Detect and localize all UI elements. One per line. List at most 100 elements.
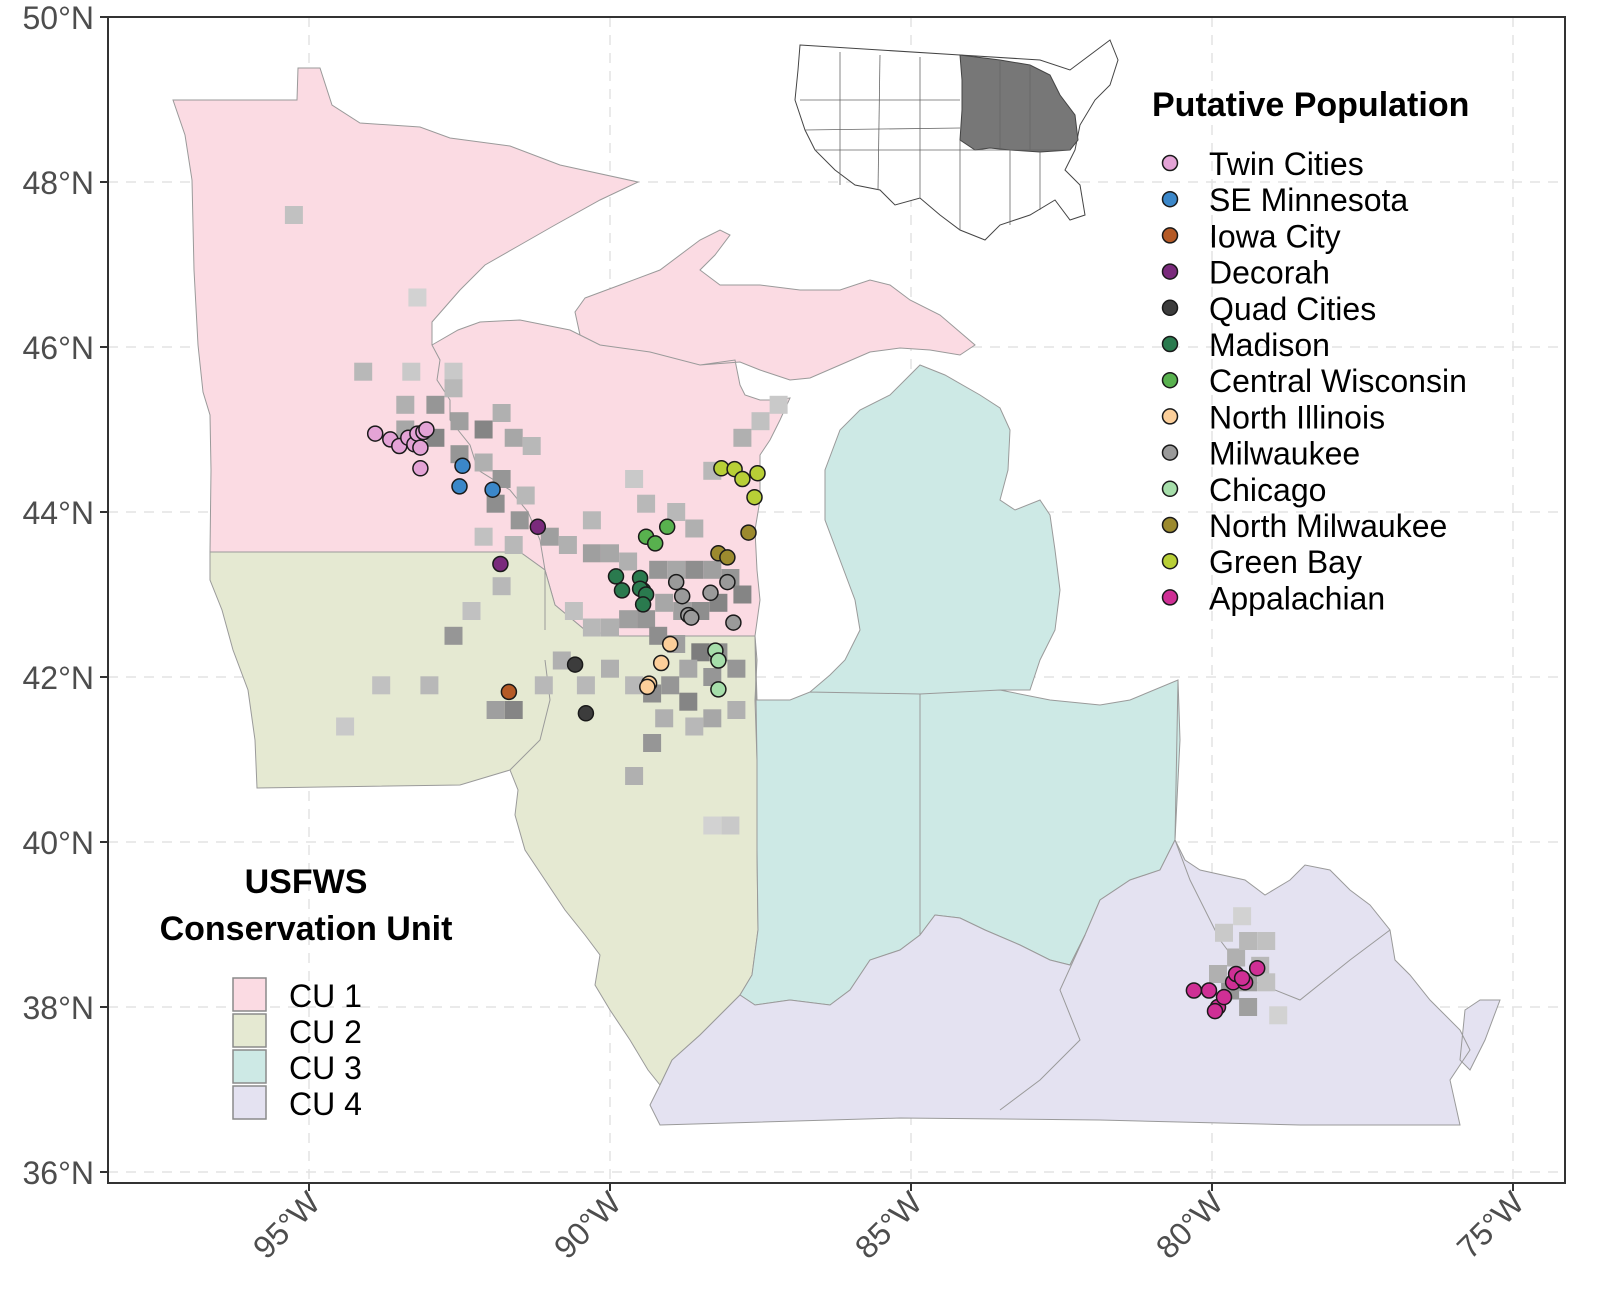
legend-label: SE Minnesota [1209,182,1408,218]
abundance-cell [649,560,668,579]
abundance-cell [733,428,752,447]
abundance-cell [601,544,619,563]
abundance-cell [582,511,601,530]
population-point [613,582,631,599]
population-point [454,457,471,475]
abundance-cell [1215,923,1233,942]
population-point [529,518,547,536]
abundance-cell [643,734,662,752]
abundance-cell [655,709,674,728]
legend-swatch [1161,190,1179,208]
abundance-cell [619,552,638,571]
abundance-cell [504,428,523,447]
abundance-cell [516,486,535,505]
y-tick-label: 42°N [23,660,95,696]
cu-swatch [232,1085,267,1120]
legend-swatch [1161,444,1179,461]
legend-swatch [1161,516,1179,534]
population-point [412,439,429,456]
abundance-cell [284,206,303,224]
population-point [652,654,670,672]
legend-label: Iowa City [1209,218,1341,254]
legend-swatch [1161,263,1179,280]
population-point [634,596,652,613]
abundance-cell [661,676,680,695]
abundance-cell [1209,965,1227,983]
abundance-cell [372,676,391,695]
cu-legend-title-line1: USFWS [245,863,368,901]
abundance-cell [576,676,595,695]
population-point [451,478,468,495]
population-point [418,421,435,438]
legend-label: Milwaukee [1209,436,1360,472]
population-point [710,652,727,669]
abundance-cell [582,544,601,563]
abundance-cell [625,676,644,695]
population-point [639,678,656,696]
population-point [661,635,679,653]
abundance-cell [426,395,445,414]
population-legend-item: Milwaukee [1161,436,1360,472]
abundance-cell [462,602,481,620]
abundance-cell [619,610,638,629]
abundance-cell [444,362,463,381]
cu-legend-title-line2: Conservation Unit [160,910,453,948]
population-point [719,573,736,591]
abundance-cell [396,395,415,414]
cu-legend-item: CU 2 [232,1013,362,1050]
cu-swatch [232,1013,267,1048]
abundance-cell [474,420,493,439]
cu-label: CU 2 [289,1014,362,1050]
population-legend-item: Iowa City [1161,218,1341,254]
y-tick-label: 40°N [23,825,95,861]
axis-tick-marks [100,16,1514,1191]
abundance-cell [655,593,674,612]
abundance-cell [474,527,493,546]
abundance-cell [703,816,722,835]
population-point [412,460,429,477]
abundance-cell [769,395,788,414]
plot-border [107,16,1566,1184]
abundance-cell [336,717,355,736]
cu-label: CU 3 [289,1050,362,1086]
population-point [673,587,691,605]
x-tick-label: 90°W [547,1184,629,1266]
population-legend-item: North Illinois [1161,399,1385,435]
population-legend-item: Chicago [1161,472,1326,508]
population-point [746,488,763,506]
x-tick-label: 75°W [1450,1184,1532,1266]
population-point [492,555,509,573]
legend-label: Quad Cities [1209,291,1376,327]
x-axis-labels: 95°W 90°W 85°W 80°W 75°W [246,1184,1532,1266]
population-point [683,609,700,626]
abundance-cell [540,527,559,546]
population-point [500,683,518,701]
abundance-cell [354,362,373,381]
population-points [366,421,1266,1020]
legend-label: Decorah [1209,255,1330,291]
abundance-cell [1233,907,1252,926]
abundance-cell [601,618,619,637]
population-point [577,705,595,722]
abundance-cell [444,626,463,645]
legend-label: Green Bay [1209,544,1362,580]
population-point [607,568,625,585]
abundance-cell [1269,1006,1288,1025]
population-legend-item: Green Bay [1161,544,1362,580]
population-point [1233,969,1251,987]
abundance-cell [727,659,746,678]
abundance-cell [504,701,523,719]
abundance-cell [703,709,722,728]
legend-swatch [1161,408,1179,425]
population-point [1248,959,1266,977]
abundance-cell [420,676,439,695]
population-point [1206,1002,1224,1020]
y-tick-label: 36°N [23,1155,95,1191]
cu-swatch [232,1049,267,1084]
population-legend-item: Madison [1161,327,1330,363]
cu-swatch [232,977,267,1012]
us-inset-map [794,39,1119,241]
legend-label: North Milwaukee [1209,508,1447,544]
abundance-cell [685,560,704,579]
